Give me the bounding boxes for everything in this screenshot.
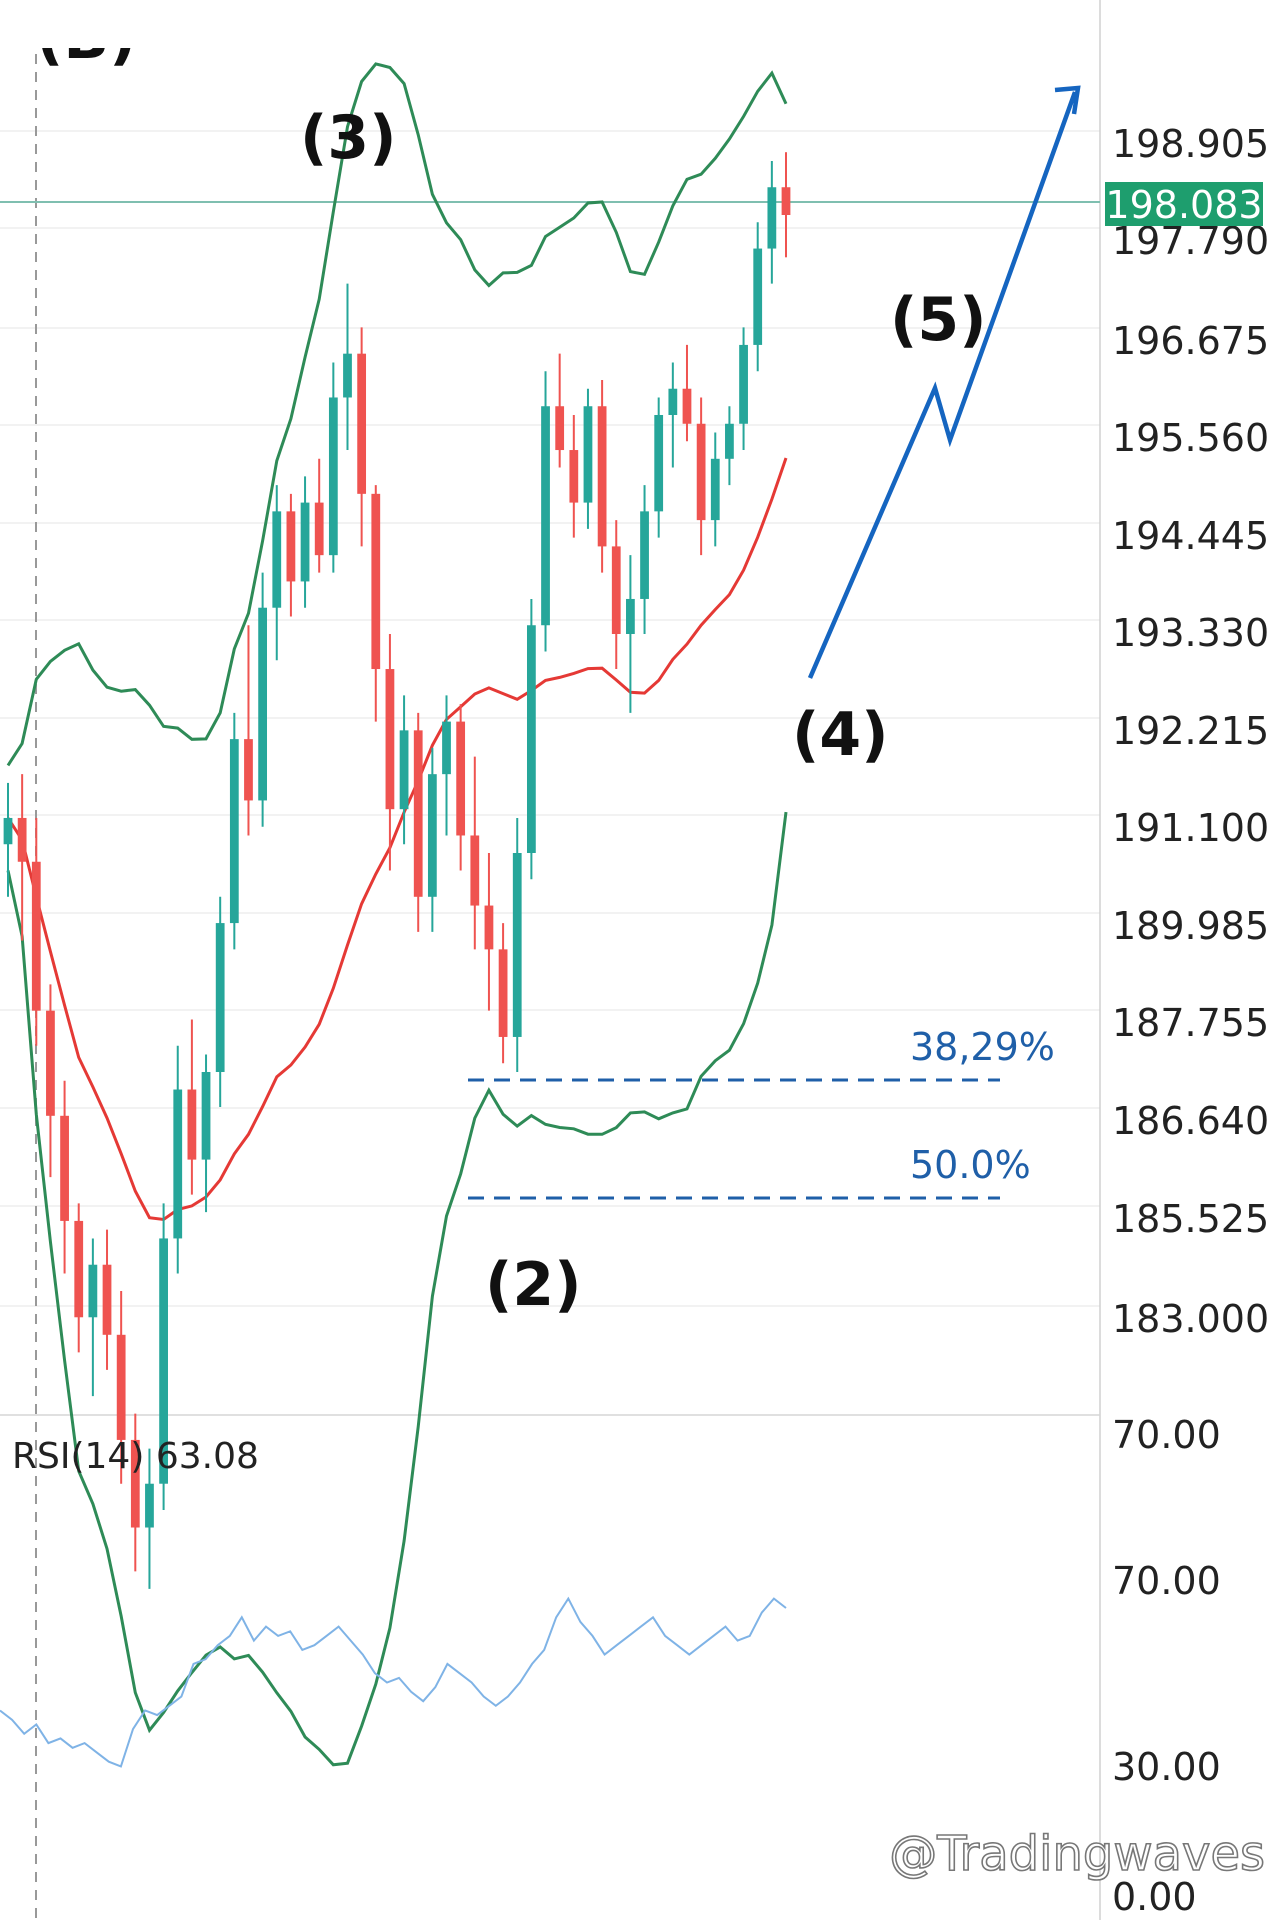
wave-projection-arrow [807,91,1078,679]
price-tick-label: 191.100 [1112,806,1269,850]
candle-body [3,817,13,845]
arrow-head [1054,85,1081,115]
moving-average [6,457,788,1222]
candle-body [371,493,381,670]
price-tick-label: 195.560 [1112,416,1269,460]
watermark: @Tradingwaves [889,1826,1265,1882]
rsi-tick-top: 70.00 [1112,1413,1221,1457]
candle-body [739,344,748,424]
candle-body [427,774,437,897]
candle-body [696,423,706,521]
candle-body [569,450,579,503]
grid-lines [0,130,1100,1307]
candle-body [31,861,41,1011]
candle-body [668,388,678,415]
candle-body [60,1115,69,1221]
price-tick-label: 193.330 [1112,611,1269,655]
candle-body [258,607,268,801]
candle-body [328,397,338,556]
candle-body [640,511,649,599]
candle-body [781,187,791,216]
rsi-tick-label: 0.00 [1112,1875,1197,1919]
candle-body [710,458,720,521]
candle-body [399,730,409,810]
candle-body [272,511,282,608]
candle-body [300,502,310,582]
candle-body [753,248,763,345]
candle-body [526,625,536,853]
fib-label: 38,29% [910,1025,1055,1069]
price-tick-label: 194.445 [1112,514,1269,558]
candle-body [145,1483,154,1528]
price-tick-label: 189.985 [1112,904,1269,948]
price-tick-label: 196.675 [1112,319,1269,363]
candle-body [385,669,395,810]
candle-body [46,1010,55,1116]
candle-body [130,1439,140,1528]
rsi-label: RSI(14) 63.08 [12,1436,259,1477]
candle-body [413,730,423,897]
price-tick-label: 198.905 [1112,122,1269,166]
price-tick-label: 186.640 [1112,1099,1269,1143]
top-mask [20,0,320,48]
candle-body [484,905,494,950]
candle-body [314,502,324,556]
lower-band [6,811,788,1767]
wave-label-2: (2) [485,1250,582,1320]
candle-body [682,388,692,424]
price-tick-label: 183.000 [1112,1297,1269,1341]
candle-body [187,1089,197,1160]
candle-body [725,423,734,459]
candle-body [583,406,593,503]
upper-band [6,62,788,767]
rsi-tick-label: 70.00 [1112,1559,1221,1603]
wave-label-3: (3) [300,103,397,173]
price-tick-label: 192.215 [1112,709,1269,753]
candle-body [470,835,480,906]
candle-body [116,1334,126,1440]
price-tick-label: 197.790 [1112,219,1269,263]
current-price-tag [1105,182,1263,226]
candle-body [201,1071,211,1160]
fib-label: 50.0% [910,1143,1031,1187]
candle-body [767,187,777,249]
ma-line [6,457,788,1222]
candle-body [611,546,621,634]
candles [3,152,791,1589]
candle-body [512,852,522,1037]
wave-label-5: (5) [890,285,987,355]
candle-body [17,817,27,862]
wave-label-4: (4) [792,700,889,770]
current-price-label: 198.083 [1105,183,1262,227]
price-axis: 198.905 197.790 196.675 195.560 194.445 193.3… [1112,122,1269,1341]
candle-body [442,721,451,775]
candle-body [88,1264,98,1318]
candle-body [159,1238,168,1484]
candle-body [597,406,607,547]
candle-body [229,739,239,924]
candle-body [173,1089,183,1239]
rsi-axis: 70.00 30.00 0.00 [1112,1559,1221,1919]
candle-body [102,1264,112,1335]
fibonacci-levels: 38,29% 50.0% [468,1025,1055,1200]
candle-body [654,414,664,512]
candle-body [541,406,550,626]
candle-body [286,511,296,582]
candle-body [74,1220,84,1318]
price-tick-label: 185.525 [1112,1197,1269,1241]
candle-body [555,406,565,451]
candle-body [357,353,367,494]
candle-body [456,721,466,836]
candle-body [343,353,352,398]
bollinger-bands [6,62,788,1767]
rsi-tick-label: 30.00 [1112,1745,1221,1789]
price-tick-label: 187.755 [1112,1001,1269,1045]
rsi-line [0,1596,787,1768]
candle-body [498,949,508,1037]
candle-body [215,923,225,1072]
candle-body [626,598,635,634]
candle-body [244,739,253,801]
